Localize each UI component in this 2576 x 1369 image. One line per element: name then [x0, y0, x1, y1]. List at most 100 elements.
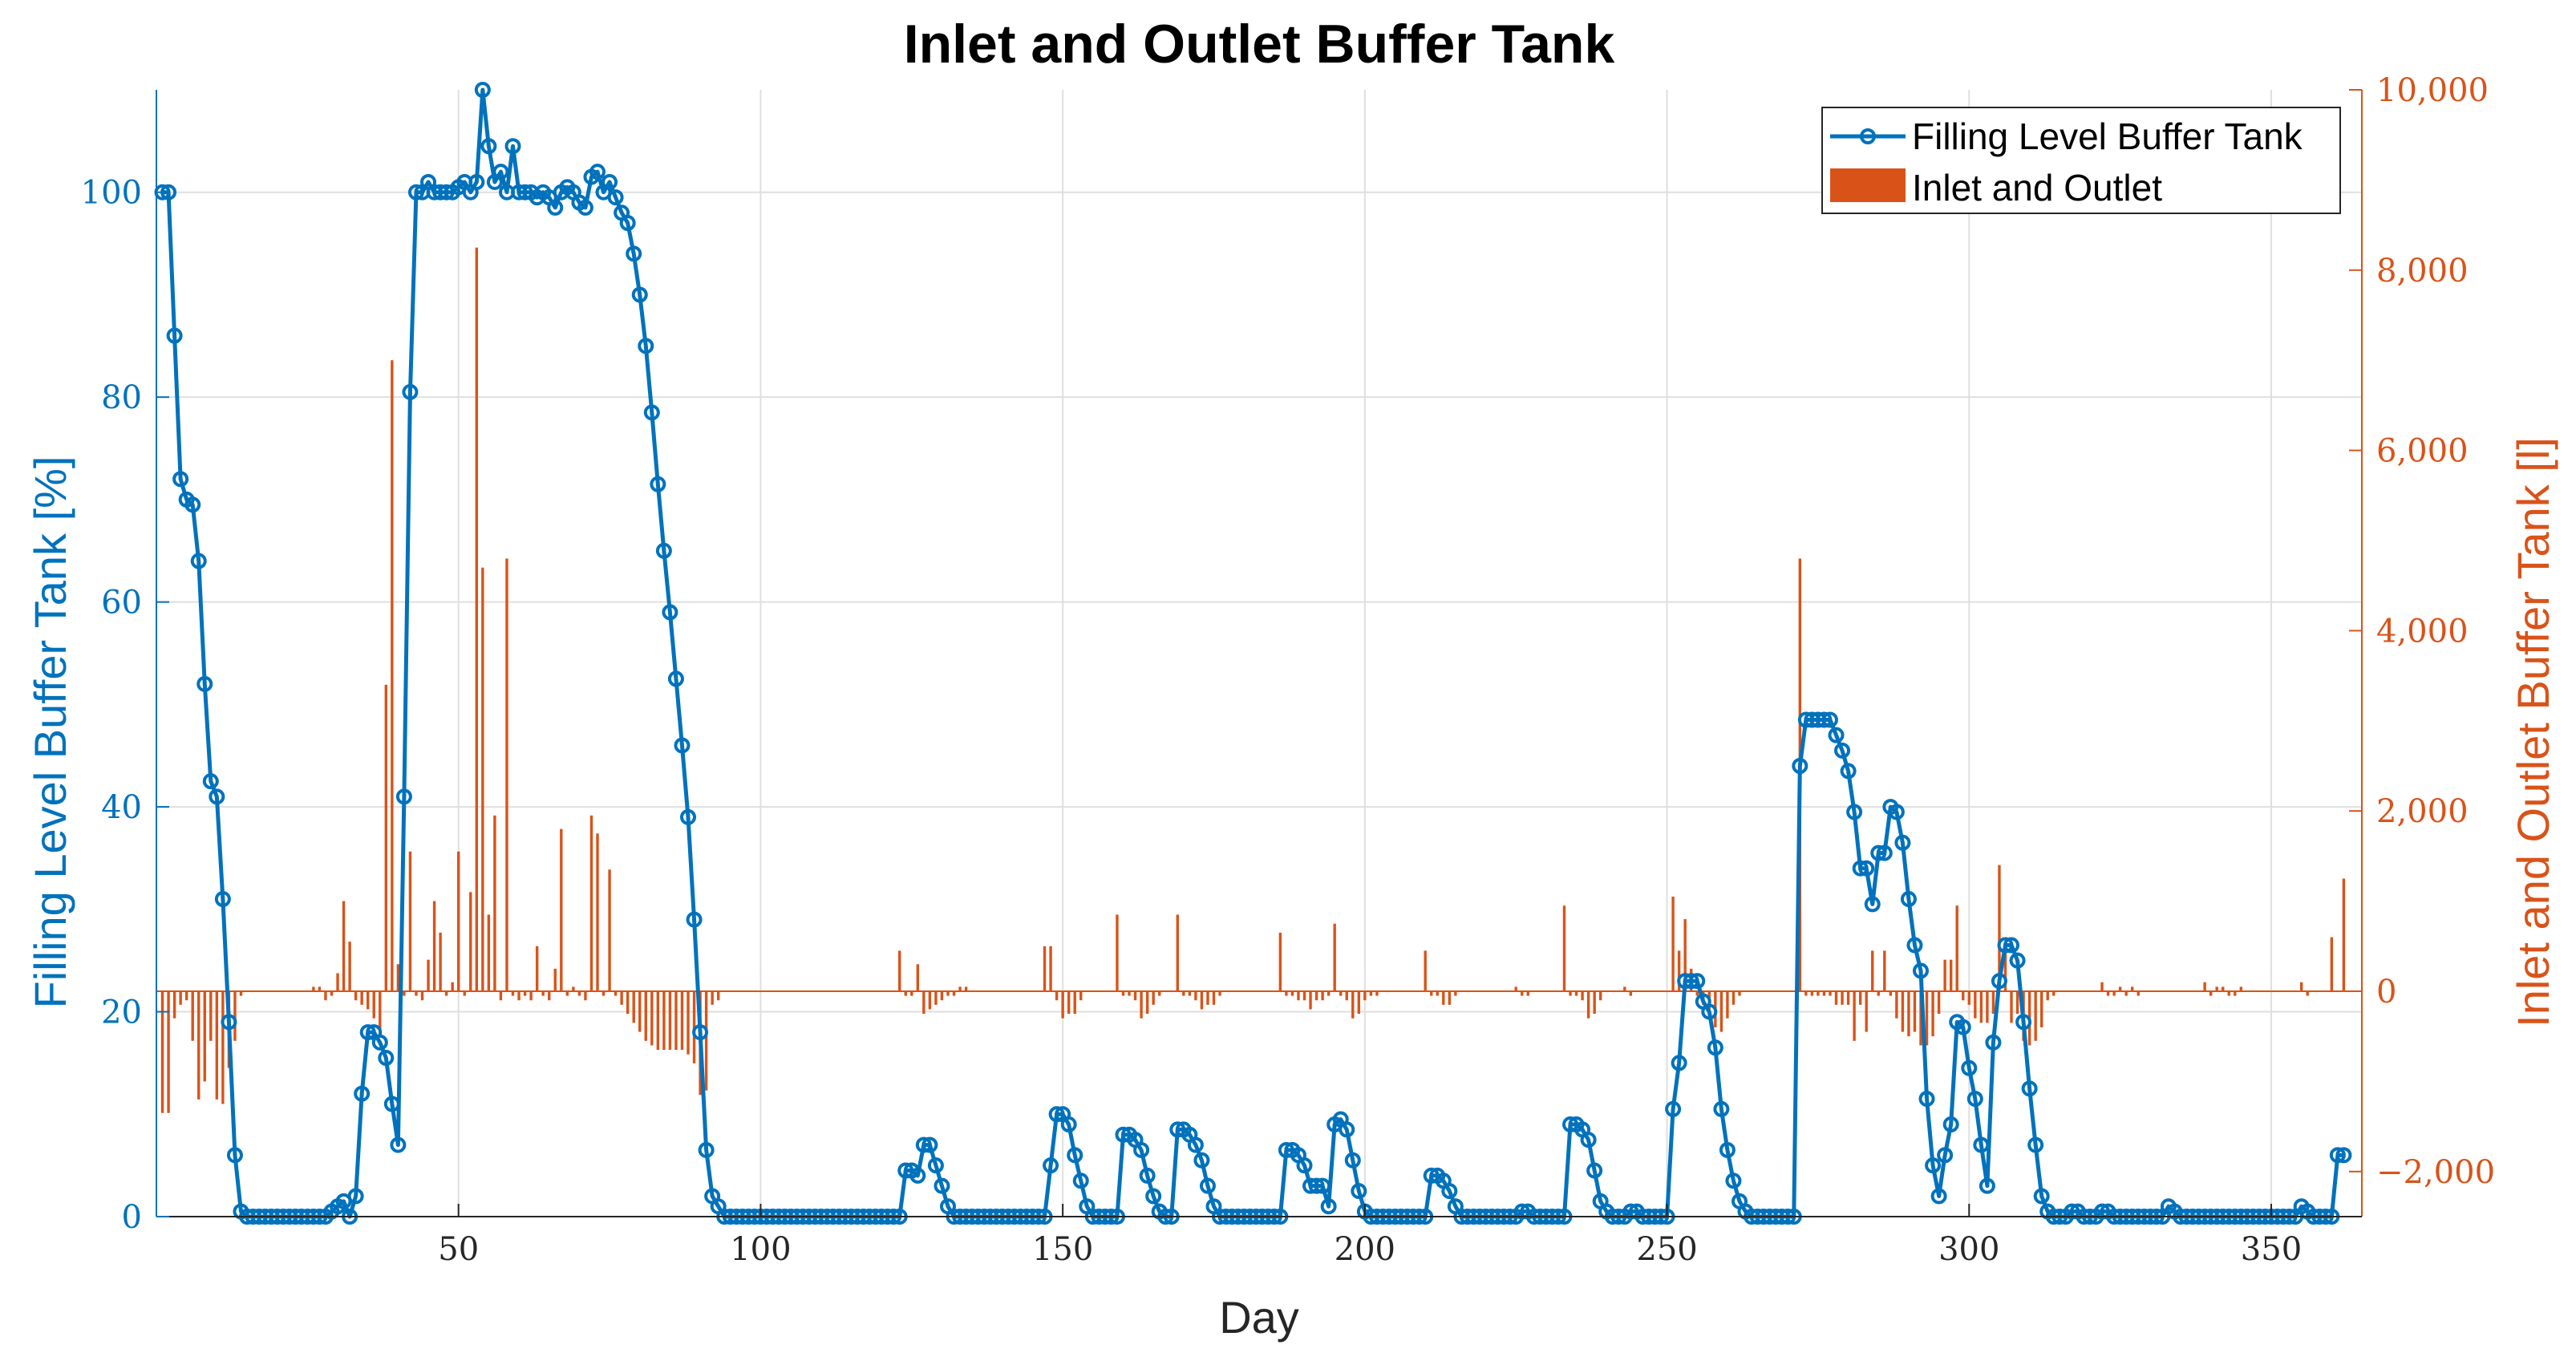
level-marker: [1985, 1034, 2002, 1051]
flow-bar: [179, 991, 182, 1005]
flow-bar: [1363, 991, 1367, 1001]
level-marker: [1725, 1173, 1742, 1189]
flow-bar: [1049, 946, 1052, 991]
flow-bar: [704, 991, 708, 1091]
level-marker: [390, 1136, 407, 1153]
flow-bar: [1817, 991, 1820, 996]
y-axis-right-label: Inlet and Outlet Buffer Tank [l]: [2508, 437, 2558, 1027]
flow-bar: [1895, 991, 1898, 1019]
flow-bar: [415, 991, 418, 996]
flow-bar: [1454, 991, 1457, 996]
flow-bar: [1055, 991, 1059, 1001]
flow-bar: [1424, 950, 1427, 991]
flow-bar: [601, 991, 606, 996]
x-tick-label: 200: [1335, 1231, 1395, 1268]
level-marker: [1991, 973, 2007, 990]
flow-bar: [644, 991, 647, 1041]
flow-bar: [1719, 991, 1723, 1032]
flow-bar: [318, 986, 322, 991]
x-tick-label: 100: [730, 1231, 791, 1268]
flow-bar: [493, 815, 496, 991]
flow-bar: [1297, 991, 1300, 1001]
level-marker: [1900, 891, 1917, 908]
flow-bar: [2330, 937, 2334, 991]
flow-bar: [215, 991, 219, 1100]
flow-bar: [1375, 991, 1379, 996]
flow-bar: [469, 892, 472, 991]
level-marker: [680, 808, 697, 825]
legend-entry-level: Filling Level Buffer Tank: [1912, 115, 2303, 157]
flow-bar: [922, 991, 925, 1015]
flow-bar: [1804, 991, 1808, 996]
flow-bar: [1043, 946, 1047, 991]
level-marker: [1864, 896, 1881, 913]
flow-bar: [499, 991, 503, 1001]
flow-bar: [1732, 991, 1736, 1005]
level-marker: [407, 184, 424, 200]
y-right-tick-label: 8,000: [2376, 253, 2469, 290]
flow-bar: [898, 950, 901, 991]
level-marker: [2015, 1014, 2032, 1031]
flow-bar: [1526, 991, 1529, 996]
flow-bar: [1991, 991, 1995, 1015]
level-marker: [674, 737, 691, 754]
legend-entry-flow: Inlet and Outlet: [1912, 167, 2162, 209]
flow-bar: [360, 991, 363, 1005]
flow-bar: [2118, 986, 2122, 991]
flow-bar: [451, 982, 454, 991]
x-tick-label: 250: [1636, 1231, 1697, 1268]
level-marker: [692, 1024, 709, 1041]
level-marker: [2329, 1147, 2346, 1164]
flow-bar: [560, 828, 563, 991]
level-marker: [480, 138, 497, 155]
flow-bar: [2209, 991, 2213, 996]
flow-bar: [239, 991, 243, 996]
flow-bar: [535, 946, 539, 991]
flow-bar: [1671, 896, 1675, 991]
level-marker: [1689, 973, 1706, 990]
y-right-tick-label: 2,000: [2376, 793, 2469, 830]
flow-bar: [1369, 991, 1373, 996]
level-marker: [643, 404, 660, 421]
level-marker: [190, 553, 207, 569]
level-marker: [909, 1167, 926, 1184]
flow-bar: [952, 991, 956, 996]
flow-bar: [367, 991, 370, 1010]
flow-bar: [1623, 986, 1626, 991]
flow-bar: [2131, 986, 2134, 991]
flow-bar: [626, 991, 630, 1015]
flow-bar: [1901, 991, 1905, 1032]
flow-bar: [384, 684, 387, 991]
flow-bar: [589, 815, 593, 991]
flow-bar: [2215, 986, 2218, 991]
flow-bar: [1339, 991, 1343, 996]
flow-bar: [1695, 991, 1699, 996]
flow-bar: [1574, 991, 1578, 996]
level-marker: [1816, 711, 1833, 728]
level-marker: [1067, 1147, 1083, 1164]
flow-bar: [209, 991, 213, 1041]
tick-labels: 50 100 150 200 250 300 350 0 20 40 60 80 100 −2,000 0 2…: [81, 72, 2495, 1268]
level-marker: [577, 199, 593, 216]
level-marker: [638, 338, 654, 354]
flow-bar: [1188, 991, 1192, 996]
flow-bar: [203, 991, 206, 1082]
flow-bar: [2046, 991, 2049, 1001]
level-marker: [1580, 1132, 1597, 1148]
y-left-tick-label: 100: [81, 175, 142, 212]
flow-bar: [1079, 991, 1083, 1001]
flow-bar: [523, 991, 527, 996]
flow-bar: [529, 991, 533, 1001]
flow-bar: [2342, 878, 2346, 991]
x-axis-label: Day: [1219, 1292, 1299, 1343]
x-tick-label: 50: [438, 1231, 479, 1268]
y-left-tick-label: 20: [101, 994, 142, 1031]
flow-bar: [584, 991, 587, 1001]
flow-bar: [1955, 905, 1958, 991]
level-marker: [209, 788, 225, 805]
flow-bar: [487, 914, 491, 991]
flow-bar: [1834, 991, 1838, 1005]
flow-bar: [916, 964, 920, 991]
flow-bar: [439, 932, 442, 991]
